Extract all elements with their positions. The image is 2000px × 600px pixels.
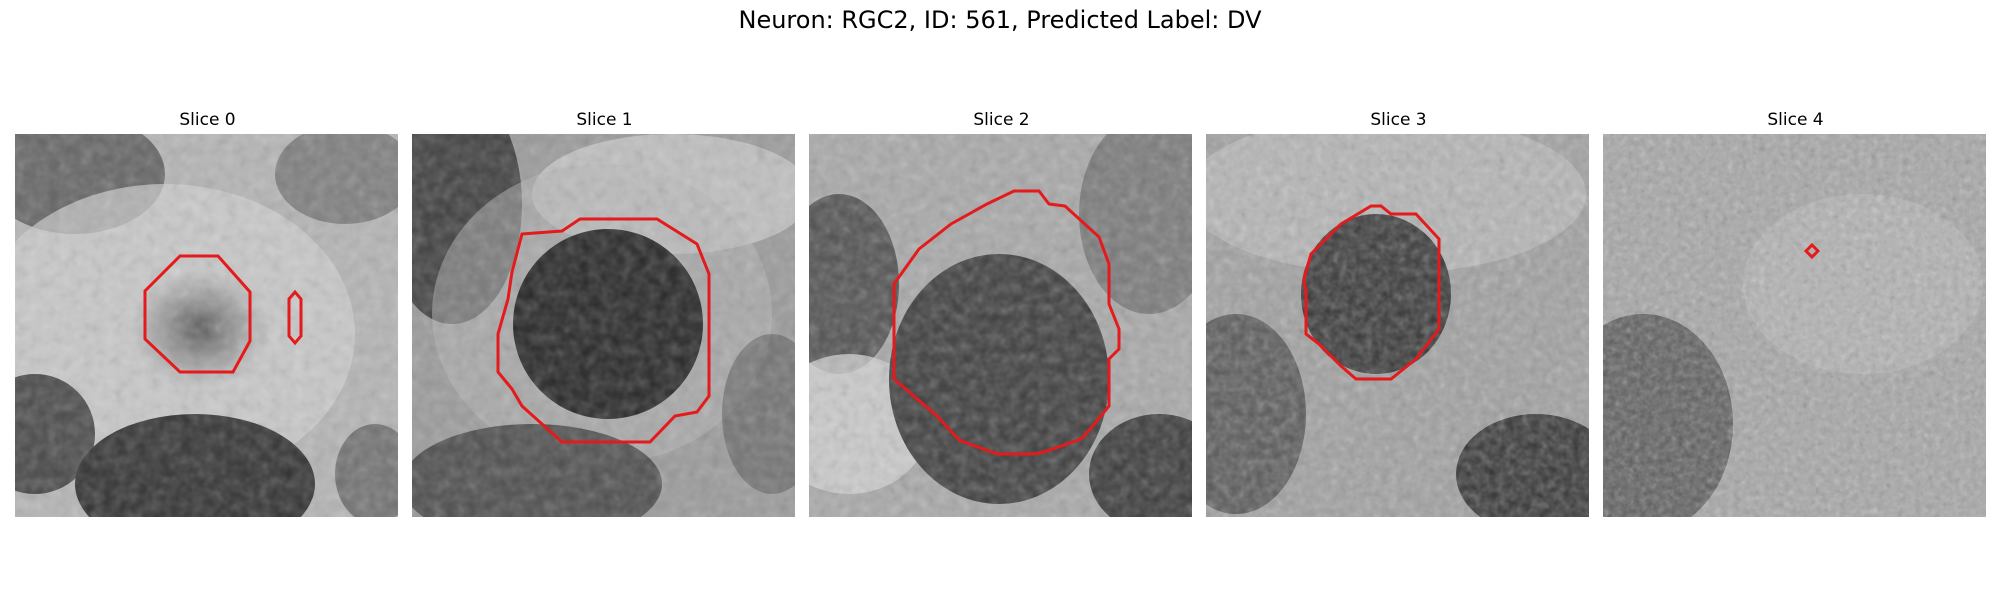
mask-outline-3 bbox=[1302, 204, 1441, 381]
slice-panel-0: Slice 0 bbox=[15, 108, 400, 517]
slice-title-4: Slice 4 bbox=[1767, 110, 1824, 130]
slice-panel-1: Slice 1 bbox=[412, 108, 797, 517]
slice-image-2 bbox=[809, 134, 1192, 517]
slice-image-3 bbox=[1206, 134, 1589, 517]
mask-outline-0b bbox=[287, 289, 303, 346]
slice-image-svg-2 bbox=[809, 134, 1192, 517]
slice-image-svg-3 bbox=[1206, 134, 1589, 517]
figure-title: Neuron: RGC2, ID: 561, Predicted Label: … bbox=[738, 6, 1262, 34]
slice-image-1 bbox=[412, 134, 795, 517]
slice-image-svg-1 bbox=[412, 134, 795, 517]
slice-panel-2: Slice 2 bbox=[809, 108, 1194, 517]
slice-title-1: Slice 1 bbox=[576, 110, 633, 130]
slice-title-2: Slice 2 bbox=[973, 110, 1030, 130]
mask-outline-2 bbox=[892, 189, 1121, 456]
slice-title-3: Slice 3 bbox=[1370, 110, 1427, 130]
mask-outline-1 bbox=[496, 217, 711, 444]
mask-outline-0 bbox=[143, 254, 252, 374]
slice-panel-3: Slice 3 bbox=[1206, 108, 1591, 517]
slice-image-svg-4 bbox=[1603, 134, 1986, 517]
mask-outline-4 bbox=[1803, 242, 1821, 260]
slice-title-0: Slice 0 bbox=[179, 110, 236, 130]
slice-image-0 bbox=[15, 134, 398, 517]
slice-panel-4: Slice 4 bbox=[1603, 108, 1988, 517]
slice-image-svg-0 bbox=[15, 134, 398, 517]
slice-image-4 bbox=[1603, 134, 1986, 517]
